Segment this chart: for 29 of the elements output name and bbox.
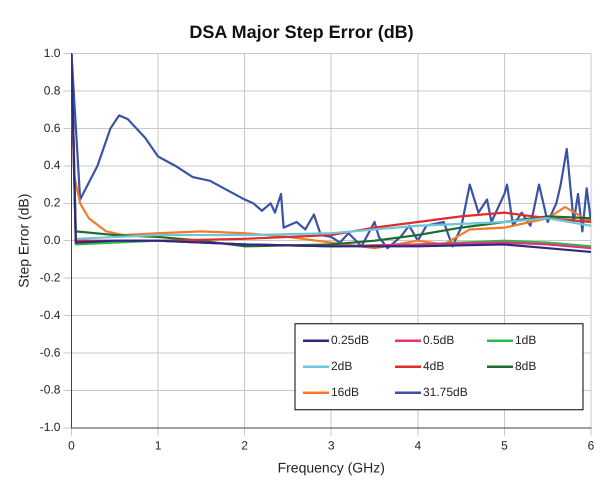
y-tick-label: 0.4 [44,158,61,172]
x-tick-label: 5 [501,438,508,452]
y-tick-label: 0.2 [44,196,61,210]
legend-label: 2dB [331,359,352,374]
x-tick-label: 6 [588,438,595,452]
legend-label: 1dB [515,333,536,348]
x-tick-label: 1 [154,438,162,452]
x-axis-title: Frequency (GHz) [278,459,385,476]
y-tick-label: -1.0 [40,420,61,434]
y-tick-label: 0.8 [44,83,61,98]
y-tick-label: -0.2 [40,270,61,284]
x-tick-label: 4 [414,438,422,452]
x-tick-label: 0 [68,438,76,452]
legend-label: 0.5dB [423,333,454,348]
y-tick-label: 0.6 [44,120,61,135]
y-tick-label: 1.0 [44,46,61,60]
y-tick-label: 0.0 [44,233,61,248]
legend-label: 16dB [331,385,360,400]
legend-label: 31.75dB [423,385,468,400]
y-tick-label: -0.4 [40,308,61,322]
x-tick-label: 3 [328,438,335,452]
y-axis-title: Step Error (dB) [15,194,32,288]
y-tick-label: -0.8 [40,382,61,397]
legend-label: 4dB [423,359,444,374]
chart-title: DSA Major Step Error (dB) [189,22,414,42]
x-tick-label: 2 [241,438,248,452]
legend-label: 8dB [515,359,536,374]
y-tick-label: -0.6 [40,345,61,360]
legend-label: 0.25dB [331,333,370,348]
